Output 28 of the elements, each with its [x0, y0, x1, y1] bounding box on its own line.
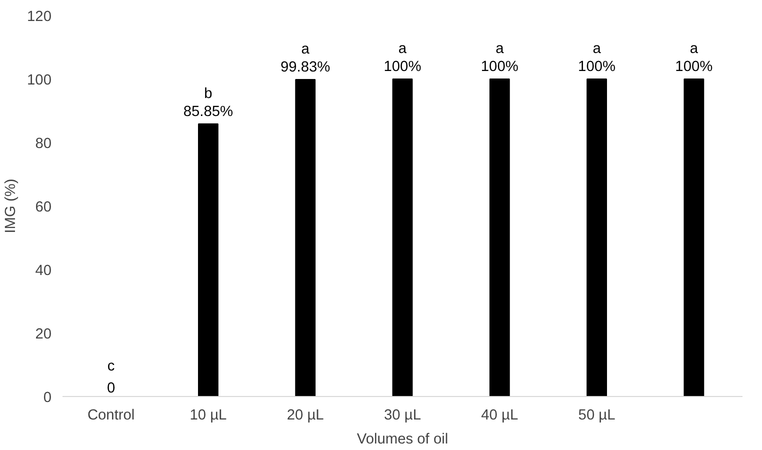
bar	[586, 78, 607, 396]
data-label: a 100%	[675, 41, 713, 75]
data-label: a 100%	[384, 41, 422, 75]
data-label: a 99.83%	[280, 42, 330, 76]
bar	[295, 79, 316, 396]
bar	[198, 123, 218, 396]
x-axis-title: Volumes of oil	[356, 432, 448, 448]
data-label: b 85.85%	[183, 86, 234, 120]
y-tick-label: 60	[35, 200, 52, 216]
y-tick-label: 80	[35, 136, 52, 152]
x-tick-label: Control	[87, 408, 135, 424]
y-tick-label: 100	[27, 72, 52, 88]
y-axis-title: IMG (%)	[3, 178, 20, 234]
y-tick-label: 120	[27, 9, 52, 25]
bar	[684, 78, 704, 396]
y-tick-label: 20	[35, 326, 52, 342]
x-tick-label: 10 µL	[190, 408, 227, 424]
x-tick-label: 20 µL	[286, 408, 324, 424]
data-label: c 0	[106, 358, 116, 396]
bar	[489, 78, 510, 396]
x-tick-label: 30 µL	[384, 408, 421, 424]
y-tick-label: 0	[43, 390, 52, 406]
data-label: a 100%	[578, 41, 616, 75]
x-tick-label: 50 µL	[578, 408, 616, 424]
y-tick-label: 40	[35, 263, 52, 279]
data-label: a 100%	[480, 41, 518, 75]
bar	[392, 78, 413, 396]
x-tick-label: 40 µL	[481, 408, 518, 424]
